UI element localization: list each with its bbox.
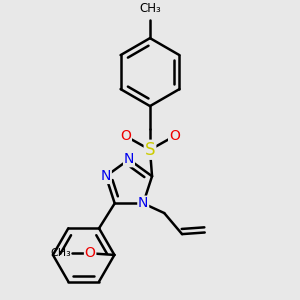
Text: O: O	[85, 246, 96, 260]
Text: CH₃: CH₃	[50, 248, 71, 258]
Text: O: O	[169, 129, 180, 143]
Text: CH₃: CH₃	[139, 2, 161, 14]
Text: S: S	[145, 141, 155, 159]
Text: N: N	[138, 196, 148, 210]
Text: O: O	[120, 129, 131, 143]
Text: N: N	[101, 169, 111, 183]
Text: N: N	[124, 152, 134, 167]
